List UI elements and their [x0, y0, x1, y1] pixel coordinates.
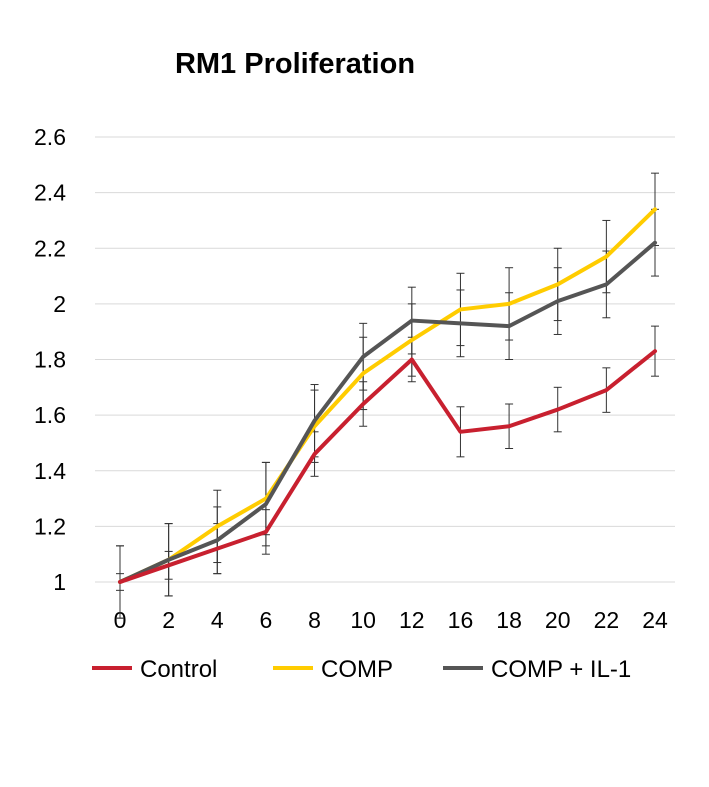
legend-label: Control	[140, 656, 217, 683]
legend-entry: Control	[92, 656, 217, 683]
legend-label: COMP + IL-1	[491, 656, 631, 683]
y-tick-label: 1.8	[34, 347, 66, 373]
y-tick-label: 1.2	[34, 513, 66, 539]
y-tick-label: 1	[53, 569, 66, 595]
legend-entry: COMP	[273, 656, 393, 683]
y-tick-label: 2.2	[34, 235, 66, 261]
x-tick-label: 24	[642, 607, 668, 633]
gridlines	[95, 136, 675, 583]
series-line-comp	[118, 207, 657, 584]
x-tick-label: 4	[211, 607, 224, 633]
y-tick-label: 2.4	[34, 180, 66, 206]
series-lines	[118, 207, 657, 584]
x-tick-label: 20	[545, 607, 571, 633]
error-bars	[116, 172, 659, 619]
chart-title: RM1 Proliferation	[174, 48, 416, 80]
legend-label: COMP	[321, 656, 393, 683]
y-axis-ticks: 1 1.2 1.4 1.6 1.8 2 2.2 2.4 2.6	[34, 124, 66, 595]
legend: Control COMP COMP + IL-1	[92, 656, 631, 683]
x-tick-label: 8	[308, 607, 321, 633]
series-line-comp-il-1	[118, 240, 657, 584]
x-tick-label: 10	[350, 607, 376, 633]
x-tick-label: 6	[260, 607, 273, 633]
x-tick-label: 22	[594, 607, 620, 633]
y-tick-label: 1.6	[34, 402, 66, 428]
x-tick-label: 18	[496, 607, 522, 633]
y-tick-label: 2	[53, 291, 66, 317]
x-axis-ticks: 0 2 4 6 8 10 12 16 18 20 22 24	[114, 607, 668, 633]
x-tick-label: 16	[448, 607, 474, 633]
series-line-control	[118, 349, 657, 584]
legend-entry: COMP + IL-1	[443, 656, 631, 683]
x-tick-label: 0	[114, 607, 127, 633]
y-tick-label: 1.4	[34, 458, 66, 484]
x-tick-label: 12	[399, 607, 425, 633]
x-tick-label: 2	[162, 607, 175, 633]
y-tick-label: 2.6	[34, 124, 66, 150]
